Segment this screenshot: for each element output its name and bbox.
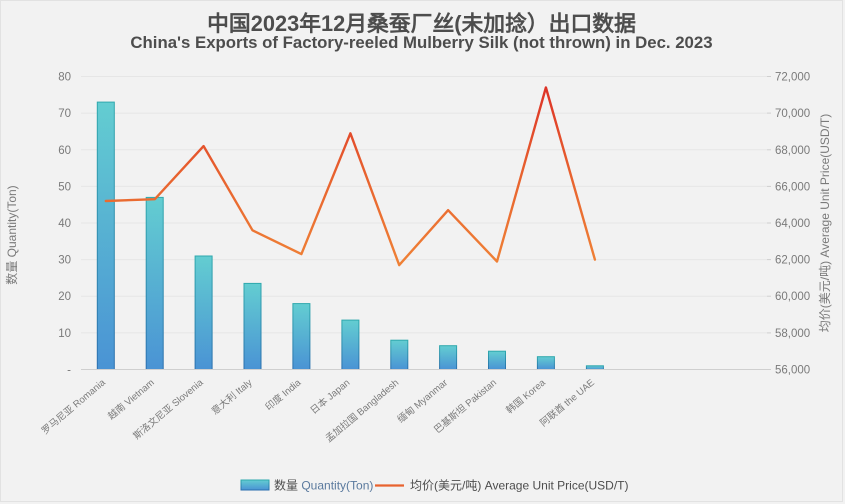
svg-text:66,000: 66,000 <box>775 181 810 193</box>
svg-text:罗马尼亚 Romania: 罗马尼亚 Romania <box>40 377 108 437</box>
svg-text:80: 80 <box>58 72 71 84</box>
svg-text:均价(美元/吨) Average Unit Price(US: 均价(美元/吨) Average Unit Price(USD/T) <box>410 479 628 493</box>
svg-text:58,000: 58,000 <box>775 328 810 340</box>
svg-text:72,000: 72,000 <box>775 72 810 84</box>
svg-text:意大利 Italy: 意大利 Italy <box>209 376 254 417</box>
svg-text:均价(美元/吨) Average Unit Price(US: 均价(美元/吨) Average Unit Price(USD/T) <box>818 114 832 332</box>
svg-text:60,000: 60,000 <box>775 291 810 303</box>
svg-text:20: 20 <box>58 291 71 303</box>
svg-text:日本 Japan: 日本 Japan <box>308 377 352 417</box>
svg-text:-: - <box>67 365 71 377</box>
svg-text:70: 70 <box>58 108 71 120</box>
svg-text:韩国 Korea: 韩国 Korea <box>504 376 549 416</box>
svg-text:数量 Quantity(Ton): 数量 Quantity(Ton) <box>4 185 19 284</box>
svg-text:68,000: 68,000 <box>775 145 810 157</box>
svg-text:印度 India: 印度 India <box>263 376 304 413</box>
svg-text:56,000: 56,000 <box>775 365 810 377</box>
svg-text:越南 Vietnam: 越南 Vietnam <box>105 377 156 423</box>
svg-text:70,000: 70,000 <box>775 108 810 120</box>
svg-text:62,000: 62,000 <box>775 255 810 267</box>
svg-text:64,000: 64,000 <box>775 218 810 230</box>
svg-text:10: 10 <box>58 328 71 340</box>
svg-text:60: 60 <box>58 145 71 157</box>
svg-text:数量 Quantity(Ton): 数量 Quantity(Ton) <box>274 478 373 493</box>
svg-text:50: 50 <box>58 181 71 193</box>
svg-text:30: 30 <box>58 255 71 267</box>
svg-text:40: 40 <box>58 218 71 230</box>
